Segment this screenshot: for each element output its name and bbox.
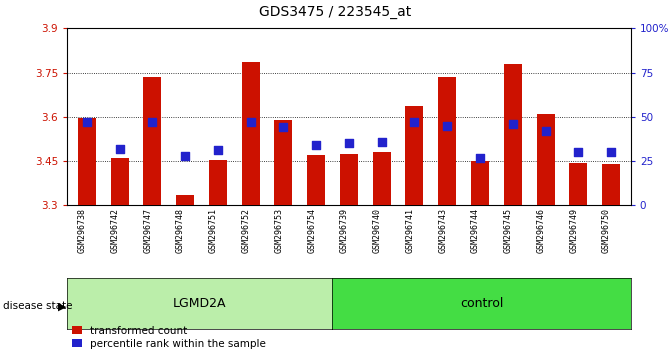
Text: GSM296752: GSM296752 xyxy=(242,209,250,253)
Point xyxy=(376,139,387,144)
Text: GSM296746: GSM296746 xyxy=(537,209,546,253)
Bar xyxy=(438,77,456,205)
Point xyxy=(442,123,453,129)
Text: GSM296741: GSM296741 xyxy=(405,209,415,253)
Bar xyxy=(405,107,423,205)
Text: ▶: ▶ xyxy=(58,301,66,311)
Text: LGMD2A: LGMD2A xyxy=(173,297,227,310)
Text: control: control xyxy=(460,297,503,310)
Point xyxy=(474,155,485,160)
Point xyxy=(213,148,223,153)
Bar xyxy=(372,152,391,205)
Bar xyxy=(569,162,587,205)
Point xyxy=(180,153,191,159)
Point xyxy=(507,121,518,127)
Text: GSM296750: GSM296750 xyxy=(602,209,611,253)
Point xyxy=(311,142,321,148)
Point xyxy=(278,125,289,130)
Text: disease state: disease state xyxy=(3,301,73,311)
Bar xyxy=(242,62,260,205)
Point xyxy=(245,119,256,125)
Point xyxy=(573,149,584,155)
Text: GSM296744: GSM296744 xyxy=(471,209,480,253)
Text: GSM296753: GSM296753 xyxy=(274,209,283,253)
Text: GSM296742: GSM296742 xyxy=(111,209,119,253)
Point xyxy=(114,146,125,152)
Text: GSM296749: GSM296749 xyxy=(569,209,578,253)
Bar xyxy=(209,160,227,205)
Bar xyxy=(274,120,293,205)
Point xyxy=(540,128,551,134)
Text: GSM296740: GSM296740 xyxy=(372,209,382,253)
Point xyxy=(409,119,420,125)
Text: GSM296745: GSM296745 xyxy=(504,209,513,253)
Bar xyxy=(307,155,325,205)
Bar xyxy=(111,158,129,205)
Text: GSM296748: GSM296748 xyxy=(176,209,185,253)
Bar xyxy=(78,118,96,205)
Bar xyxy=(602,164,620,205)
Text: GSM296738: GSM296738 xyxy=(78,209,87,253)
Text: GDS3475 / 223545_at: GDS3475 / 223545_at xyxy=(260,5,411,19)
Bar xyxy=(537,114,554,205)
Bar xyxy=(504,64,522,205)
Legend: transformed count, percentile rank within the sample: transformed count, percentile rank withi… xyxy=(72,326,266,349)
Bar xyxy=(340,154,358,205)
Text: GSM296743: GSM296743 xyxy=(438,209,448,253)
Bar xyxy=(144,77,161,205)
Text: GSM296739: GSM296739 xyxy=(340,209,349,253)
Bar xyxy=(471,161,489,205)
Text: GSM296747: GSM296747 xyxy=(144,209,152,253)
Point xyxy=(344,141,354,146)
Point xyxy=(81,119,92,125)
Point xyxy=(606,149,617,155)
Text: GSM296751: GSM296751 xyxy=(209,209,218,253)
Text: GSM296754: GSM296754 xyxy=(307,209,316,253)
Bar xyxy=(176,195,194,205)
Point xyxy=(147,119,158,125)
